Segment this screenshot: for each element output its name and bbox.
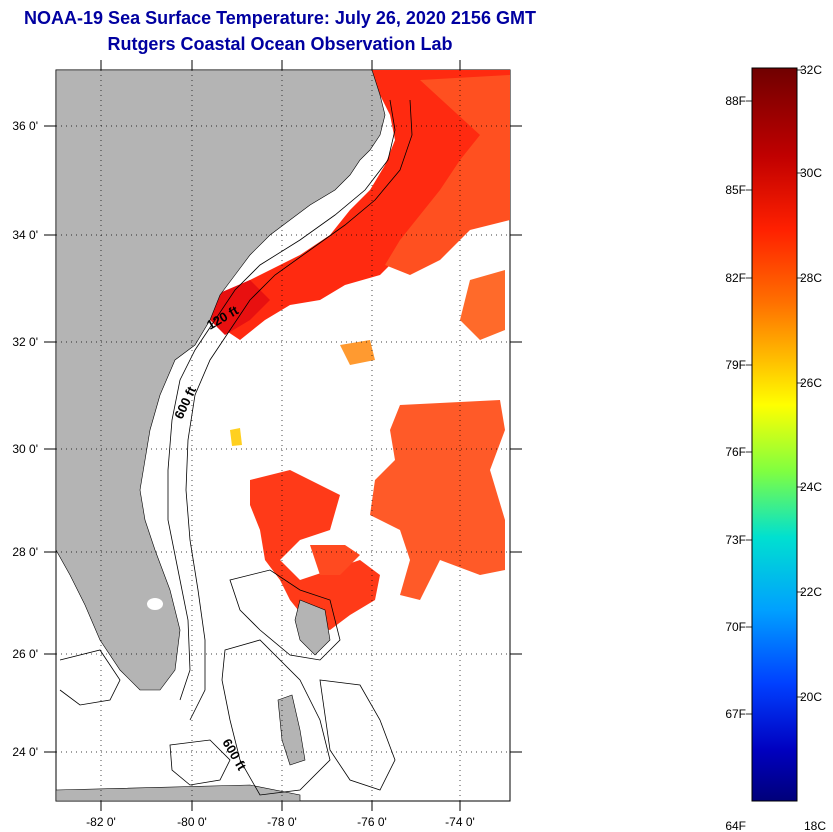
cb-c-label: 30C (800, 166, 822, 180)
lat-label: 30 0' (12, 442, 38, 456)
cb-c-label: 28C (800, 271, 822, 285)
cb-f-label: 76F (725, 445, 746, 459)
cb-f-label: 79F (725, 358, 746, 372)
cb-c-label: 22C (800, 585, 822, 599)
lon-label: -82 0' (86, 815, 116, 829)
longitude-labels: -82 0' -80 0' -78 0' -76 0' -74 0' (86, 815, 475, 829)
sst-warm-water (210, 70, 510, 630)
cb-f-label: 85F (725, 183, 746, 197)
axis-ticks (44, 60, 522, 811)
cb-f-label: 82F (725, 271, 746, 285)
lat-label: 24 0' (12, 745, 38, 759)
lon-label: -76 0' (357, 815, 387, 829)
colorbar-ticks (746, 69, 803, 715)
colorbar-fahrenheit-labels: 88F 85F 82F 79F 76F 73F 70F 67F 64F (725, 94, 746, 832)
graticule (56, 70, 510, 801)
lat-label: 28 0' (12, 545, 38, 559)
cb-c-label: 20C (800, 690, 822, 704)
lat-label: 36 0' (12, 119, 38, 133)
cb-c-label: 24C (800, 480, 822, 494)
cb-c-label: 32C (800, 63, 822, 77)
latitude-labels: 36 0' 34 0' 32 0' 30 0' 28 0' 26 0' 24 0… (12, 119, 38, 759)
cb-f-label: 70F (725, 620, 746, 634)
map-subtitle: Rutgers Coastal Ocean Observation Lab (107, 34, 453, 54)
lat-label: 26 0' (12, 647, 38, 661)
lon-label: -74 0' (445, 815, 475, 829)
bathymetry-contours (59, 99, 413, 796)
lon-label: -78 0' (267, 815, 297, 829)
cb-f-label: 64F (725, 819, 746, 832)
lat-label: 32 0' (12, 335, 38, 349)
cb-f-label: 88F (725, 94, 746, 108)
lon-label: -80 0' (177, 815, 207, 829)
lat-label: 34 0' (12, 228, 38, 242)
lake-okeechobee (147, 598, 163, 610)
map-title: NOAA-19 Sea Surface Temperature: July 26… (24, 8, 536, 28)
colorbar (751, 67, 798, 802)
land-mass (56, 70, 386, 801)
cb-c-label: 26C (800, 376, 822, 390)
cb-f-label: 67F (725, 707, 746, 721)
colorbar-celsius-labels: 32C 30C 28C 26C 24C 22C 20C 18C (800, 63, 826, 832)
cb-f-label: 73F (725, 533, 746, 547)
cb-c-label: 18C (804, 819, 826, 832)
